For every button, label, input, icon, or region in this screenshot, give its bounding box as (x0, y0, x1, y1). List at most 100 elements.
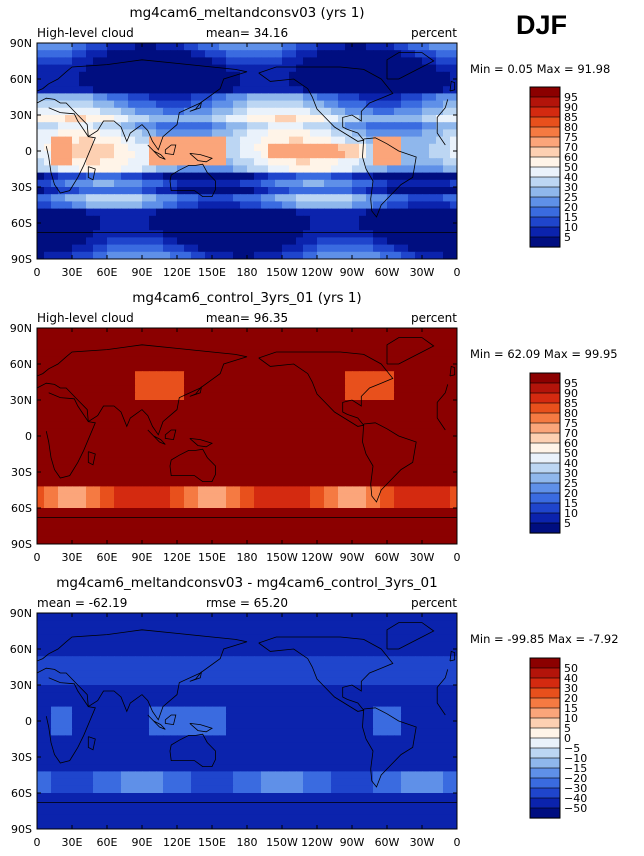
heatmap-cell (401, 706, 409, 715)
heatmap-cell (247, 194, 255, 202)
heatmap-cell (226, 436, 234, 444)
heatmap-cell (240, 187, 248, 195)
heatmap-cell (233, 620, 241, 628)
heatmap-cell (37, 620, 45, 628)
heatmap-cell (142, 656, 150, 664)
heatmap-cell (170, 122, 178, 130)
heatmap-cell (205, 706, 213, 715)
heatmap-cell (366, 699, 374, 708)
heatmap-cell (317, 100, 325, 109)
heatmap-cell (156, 378, 164, 387)
heatmap-cell (93, 64, 101, 73)
heatmap-cell (268, 50, 276, 58)
heatmap-cell (429, 208, 437, 217)
heatmap-cell (345, 64, 353, 73)
heatmap-cell (72, 356, 80, 365)
heatmap-cell (240, 208, 248, 217)
heatmap-cell (170, 742, 178, 751)
heatmap-cell (275, 251, 283, 259)
heatmap-cell (408, 529, 416, 538)
heatmap-cell (100, 493, 108, 502)
heatmap-cell (394, 50, 402, 58)
heatmap-cell (128, 685, 136, 693)
heatmap-cell (100, 649, 108, 657)
heatmap-cell (387, 143, 395, 152)
heatmap-cell (394, 677, 402, 686)
heatmap-cell (226, 500, 234, 509)
heatmap-cell (443, 421, 451, 430)
heatmap-cell (86, 685, 94, 693)
heatmap-cell (366, 706, 374, 715)
heatmap-cell (443, 464, 451, 473)
heatmap-cell (163, 735, 171, 744)
heatmap-cell (128, 663, 136, 672)
heatmap-cell (191, 677, 199, 686)
heatmap-cell (275, 107, 283, 116)
heatmap-cell (331, 244, 339, 253)
heatmap-cell (443, 335, 451, 343)
heatmap-cell (205, 692, 213, 700)
heatmap-cell (282, 385, 290, 394)
heatmap-cell (317, 508, 325, 516)
heatmap-cell (86, 100, 94, 109)
heatmap-cell (401, 371, 409, 379)
heatmap-cell (184, 57, 192, 66)
heatmap-cell (86, 472, 94, 480)
heatmap-cell (296, 194, 304, 202)
heatmap-cell (254, 172, 262, 181)
heatmap-cell (142, 457, 150, 466)
heatmap-cell (394, 57, 402, 66)
heatmap-cell (44, 64, 52, 73)
heatmap-cell (128, 508, 136, 516)
heatmap-cell (100, 342, 108, 351)
min-max-label: Min = 0.05 Max = 91.98 (470, 62, 610, 76)
heatmap-cell (359, 215, 367, 224)
heatmap-cell (387, 194, 395, 202)
heatmap-cell (254, 158, 262, 166)
heatmap-cell (380, 122, 388, 130)
heatmap-cell (296, 385, 304, 394)
heatmap-cell (156, 43, 164, 51)
colorbar-label: 90 (564, 101, 578, 114)
heatmap-cell (450, 158, 457, 166)
heatmap-cell (338, 158, 346, 166)
heatmap-cell (177, 721, 185, 729)
heatmap-cell (114, 742, 122, 751)
coastline (147, 144, 166, 160)
heatmap-cell (149, 728, 157, 736)
heatmap-cell (114, 335, 122, 343)
heatmap-cell (163, 670, 171, 679)
heatmap-cell (72, 428, 80, 437)
heatmap-cell (436, 742, 444, 751)
heatmap-cell (72, 187, 80, 195)
heatmap-cell (275, 457, 283, 466)
heatmap-cell (100, 93, 108, 102)
heatmap-cell (296, 244, 304, 253)
heatmap-cell (163, 371, 171, 379)
x-tick-label: 0 (454, 551, 461, 564)
heatmap-cell (394, 536, 402, 544)
heatmap-cell (163, 187, 171, 195)
heatmap-cell (114, 201, 122, 210)
heatmap-cell (429, 450, 437, 459)
heatmap-cell (44, 436, 52, 444)
heatmap-cell (387, 71, 395, 80)
heatmap-cell (380, 529, 388, 538)
heatmap-cell (331, 107, 339, 116)
heatmap-cell (380, 57, 388, 66)
heatmap-cell (37, 208, 45, 217)
heatmap-cell (275, 100, 283, 109)
heatmap-cell (429, 79, 437, 87)
heatmap-cell (401, 479, 409, 487)
heatmap-cell (44, 656, 52, 664)
heatmap-cell (415, 158, 423, 166)
heatmap-cell (149, 479, 157, 487)
heatmap-cell (212, 122, 220, 130)
heatmap-cell (345, 100, 353, 109)
heatmap-cell (114, 457, 122, 466)
heatmap-cell (93, 407, 101, 415)
heatmap-cell (170, 50, 178, 58)
heatmap-cell (212, 620, 220, 628)
heatmap-cell (100, 215, 108, 224)
